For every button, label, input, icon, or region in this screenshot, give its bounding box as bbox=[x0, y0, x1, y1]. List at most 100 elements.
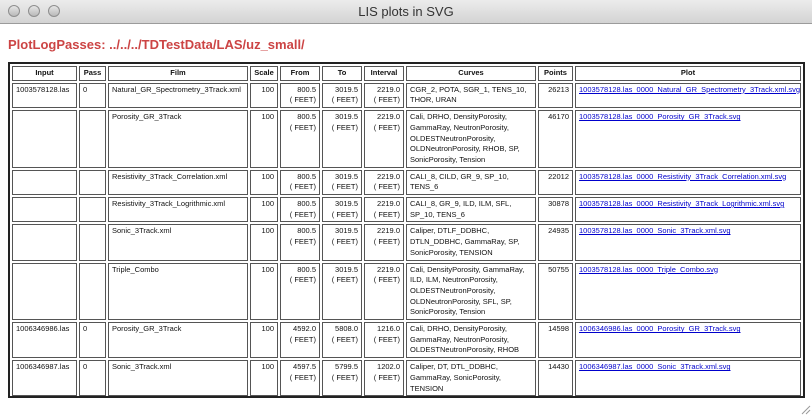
film-cell: Porosity_GR_3Track bbox=[108, 322, 248, 359]
column-header: Interval bbox=[364, 66, 404, 81]
points-cell: 24935 bbox=[538, 224, 573, 261]
film-name: Natural_GR_Spectrometry_3Track.xml bbox=[112, 84, 241, 94]
plot-link[interactable]: 1006346986.las_0000_Porosity_GR_3Track.s… bbox=[579, 324, 741, 334]
from-unit: ( FEET) bbox=[289, 334, 316, 344]
to-value: 3019.5 bbox=[335, 171, 358, 181]
plot-link[interactable]: 1003578128.las_0000_Resistivity_3Track_C… bbox=[579, 171, 787, 181]
scale-cell: 100 bbox=[250, 169, 278, 196]
to-value: 5808.0 bbox=[335, 324, 358, 334]
column-header: Film bbox=[108, 66, 248, 81]
plot-link[interactable]: 1003578128.las_0000_Natural_GR_Spectrome… bbox=[579, 84, 801, 94]
interval-cell: 2219.0( FEET) bbox=[364, 169, 404, 196]
curves-cell: CGR_2, POTA, SGR_1, TENS_10, THOR, URAN bbox=[406, 82, 536, 109]
points-cell: 30878 bbox=[538, 197, 573, 223]
interval-value: 1216.0 bbox=[377, 324, 400, 334]
plot-link[interactable]: 1003578128.las_0000_Resistivity_3Track_L… bbox=[579, 199, 785, 209]
interval-cell: 2219.0( FEET) bbox=[364, 110, 404, 168]
points-cell: 46170 bbox=[538, 110, 573, 168]
to-unit: ( FEET) bbox=[331, 95, 358, 105]
interval-value: 2219.0 bbox=[377, 226, 400, 236]
scale-value: 100 bbox=[261, 171, 274, 181]
film-cell: Sonic_3Track.xml bbox=[108, 360, 248, 396]
from-unit: ( FEET) bbox=[289, 95, 316, 105]
film-cell: Triple_Combo bbox=[108, 262, 248, 321]
to-cell: 3019.5( FEET) bbox=[322, 197, 362, 223]
from-cell: 800.5( FEET) bbox=[280, 197, 320, 223]
interval-cell: 2219.0( FEET) bbox=[364, 262, 404, 321]
curves-list: Cali, DensityPorosity, GammaRay, ILD, IL… bbox=[410, 264, 525, 317]
to-unit: ( FEET) bbox=[331, 122, 358, 132]
interval-value: 2219.0 bbox=[377, 264, 400, 274]
plot-link[interactable]: 1006346987.las_0000_Sonic_3Track.xml.svg bbox=[579, 362, 731, 372]
scale-value: 100 bbox=[261, 112, 274, 122]
film-cell: Resistivity_3Track_Correlation.xml bbox=[108, 169, 248, 196]
points-value: 24935 bbox=[548, 226, 569, 236]
interval-value: 2219.0 bbox=[377, 112, 400, 122]
plot-cell: 1003578128.las_0000_Resistivity_3Track_C… bbox=[575, 169, 801, 196]
film-cell: Natural_GR_Spectrometry_3Track.xml bbox=[108, 82, 248, 109]
interval-cell: 1202.0( FEET) bbox=[364, 360, 404, 396]
plot-link[interactable]: 1003578128.las_0000_Triple_Combo.svg bbox=[579, 264, 718, 274]
input-cell: 1003578128.las bbox=[12, 82, 77, 109]
to-cell: 3019.5( FEET) bbox=[322, 169, 362, 196]
scale-cell: 100 bbox=[250, 224, 278, 261]
to-value: 3019.5 bbox=[335, 112, 358, 122]
film-name: Sonic_3Track.xml bbox=[112, 226, 172, 236]
table-header-row: Input Pass Film Scale From To Interval C… bbox=[12, 66, 801, 81]
interval-unit: ( FEET) bbox=[373, 182, 400, 192]
scale-cell: 100 bbox=[250, 262, 278, 321]
interval-unit: ( FEET) bbox=[373, 334, 400, 344]
table-row: 1006346987.las 0 Sonic_3Track.xml 100 4597.5… bbox=[12, 360, 801, 396]
from-value: 800.5 bbox=[297, 264, 316, 274]
from-unit: ( FEET) bbox=[289, 122, 316, 132]
from-cell: 800.5( FEET) bbox=[280, 110, 320, 168]
plot-cell: 1003578128.las_0000_Triple_Combo.svg bbox=[575, 262, 801, 321]
from-cell: 800.5( FEET) bbox=[280, 169, 320, 196]
plot-link[interactable]: 1003578128.las_0000_Porosity_GR_3Track.s… bbox=[579, 112, 741, 122]
from-unit: ( FEET) bbox=[289, 275, 316, 285]
points-cell: 14430 bbox=[538, 360, 573, 396]
column-header: Points bbox=[538, 66, 573, 81]
scale-value: 100 bbox=[261, 264, 274, 274]
title-bar: LIS plots in SVG bbox=[0, 0, 812, 24]
to-value: 5799.5 bbox=[335, 362, 358, 372]
plot-cell: 1003578128.las_0000_Porosity_GR_3Track.s… bbox=[575, 110, 801, 168]
interval-value: 1202.0 bbox=[377, 362, 400, 372]
input-cell bbox=[12, 110, 77, 168]
film-name: Triple_Combo bbox=[112, 264, 159, 274]
table-row: Resistivity_3Track_Correlation.xml 100 800… bbox=[12, 169, 801, 196]
table-row: Resistivity_3Track_Logrithmic.xml 100 800.… bbox=[12, 197, 801, 223]
film-name: Porosity_GR_3Track bbox=[112, 324, 182, 334]
curves-cell: Cali, DensityPorosity, GammaRay, ILD, IL… bbox=[406, 262, 536, 321]
points-value: 30878 bbox=[548, 199, 569, 209]
interval-unit: ( FEET) bbox=[373, 209, 400, 219]
interval-unit: ( FEET) bbox=[373, 372, 400, 382]
to-cell: 3019.5( FEET) bbox=[322, 110, 362, 168]
interval-cell: 2219.0( FEET) bbox=[364, 224, 404, 261]
column-header: Pass bbox=[79, 66, 106, 81]
film-cell: Sonic_3Track.xml bbox=[108, 224, 248, 261]
plot-link[interactable]: 1003578128.las_0000_Sonic_3Track.xml.svg bbox=[579, 226, 731, 236]
close-window-button[interactable] bbox=[8, 5, 20, 17]
to-cell: 3019.5( FEET) bbox=[322, 224, 362, 261]
zoom-window-button[interactable] bbox=[48, 5, 60, 17]
column-header: To bbox=[322, 66, 362, 81]
to-cell: 5799.5( FEET) bbox=[322, 360, 362, 396]
scale-cell: 100 bbox=[250, 110, 278, 168]
column-header: Curves bbox=[406, 66, 536, 81]
points-cell: 50755 bbox=[538, 262, 573, 321]
interval-value: 2219.0 bbox=[377, 171, 400, 181]
to-value: 3019.5 bbox=[335, 84, 358, 94]
film-name: Resistivity_3Track_Logrithmic.xml bbox=[112, 199, 226, 209]
from-unit: ( FEET) bbox=[289, 372, 316, 382]
to-value: 3019.5 bbox=[335, 199, 358, 209]
resize-grip-icon[interactable] bbox=[799, 403, 811, 415]
to-value: 3019.5 bbox=[335, 226, 358, 236]
plot-cell: 1003578128.las_0000_Natural_GR_Spectrome… bbox=[575, 82, 801, 109]
from-cell: 4597.5( FEET) bbox=[280, 360, 320, 396]
curves-list: Caliper, DT, DTL_DDBHC, GammaRay, SonicP… bbox=[410, 362, 501, 393]
page-heading: PlotLogPasses: ../../../TDTestData/LAS/u… bbox=[8, 37, 305, 52]
minimize-window-button[interactable] bbox=[28, 5, 40, 17]
pass-cell: 0 bbox=[79, 360, 106, 396]
input-cell bbox=[12, 197, 77, 223]
